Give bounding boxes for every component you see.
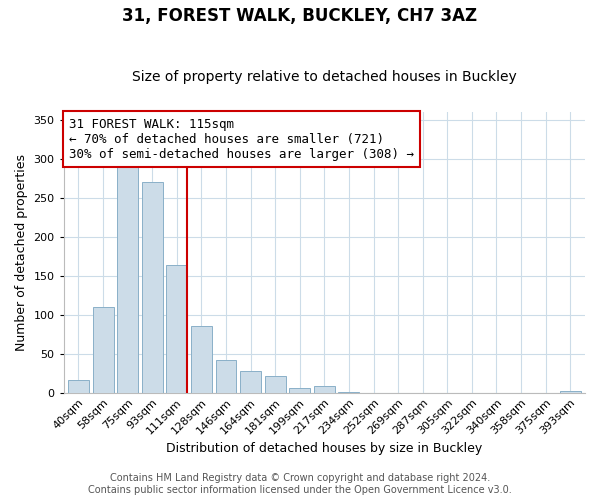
Y-axis label: Number of detached properties: Number of detached properties <box>15 154 28 351</box>
Bar <box>265 376 286 392</box>
Bar <box>191 326 212 392</box>
Title: Size of property relative to detached houses in Buckley: Size of property relative to detached ho… <box>132 70 517 85</box>
X-axis label: Distribution of detached houses by size in Buckley: Distribution of detached houses by size … <box>166 442 482 455</box>
Bar <box>142 182 163 392</box>
Bar <box>314 386 335 392</box>
Bar <box>240 371 261 392</box>
Bar <box>215 360 236 392</box>
Bar <box>117 164 138 392</box>
Text: 31, FOREST WALK, BUCKLEY, CH7 3AZ: 31, FOREST WALK, BUCKLEY, CH7 3AZ <box>122 8 478 26</box>
Text: 31 FOREST WALK: 115sqm
← 70% of detached houses are smaller (721)
30% of semi-de: 31 FOREST WALK: 115sqm ← 70% of detached… <box>69 118 414 160</box>
Text: Contains HM Land Registry data © Crown copyright and database right 2024.
Contai: Contains HM Land Registry data © Crown c… <box>88 474 512 495</box>
Bar <box>166 265 187 392</box>
Bar <box>68 380 89 392</box>
Bar <box>92 307 113 392</box>
Bar <box>560 391 581 392</box>
Bar <box>289 388 310 392</box>
